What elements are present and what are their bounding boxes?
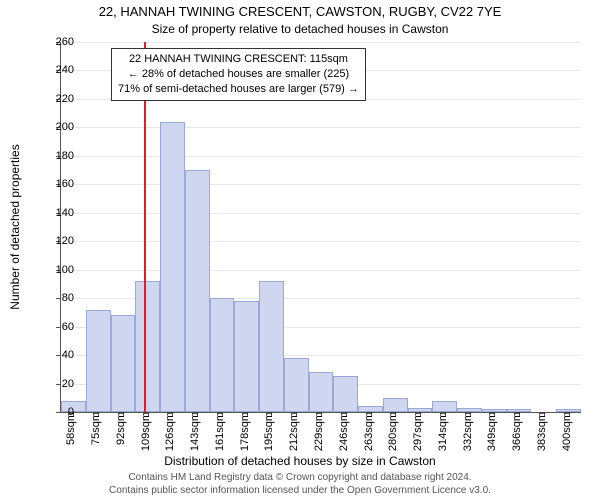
y-tick-label: 60 — [44, 321, 74, 333]
chart-title: 22, HANNAH TWINING CRESCENT, CAWSTON, RU… — [0, 4, 600, 19]
histogram-bar — [309, 372, 334, 412]
gridline — [61, 184, 581, 185]
x-axis-label: Distribution of detached houses by size … — [0, 454, 600, 468]
x-tick-label: 229sqm — [313, 412, 325, 452]
attribution: Contains HM Land Registry data © Crown c… — [0, 472, 600, 497]
plot-area: 58sqm75sqm92sqm109sqm126sqm143sqm161sqm1… — [60, 42, 581, 413]
histogram-bar — [234, 301, 259, 412]
y-tick-label: 0 — [44, 406, 74, 418]
histogram-bar — [432, 401, 457, 412]
y-tick-label: 40 — [44, 349, 74, 361]
x-tick-label: 58sqm — [65, 412, 77, 452]
y-tick-label: 180 — [44, 150, 74, 162]
x-tick-label: 246sqm — [338, 412, 350, 452]
histogram-bar — [135, 281, 160, 412]
x-tick-label: 297sqm — [412, 412, 424, 452]
x-tick-label: 126sqm — [164, 412, 176, 452]
histogram-bar — [284, 358, 309, 412]
info-line-3: 71% of semi-detached houses are larger (… — [118, 82, 359, 97]
histogram-bar — [210, 298, 235, 412]
x-tick-label: 195sqm — [263, 412, 275, 452]
x-tick-label: 161sqm — [214, 412, 226, 452]
y-tick-label: 80 — [44, 292, 74, 304]
x-tick-label: 75sqm — [90, 412, 102, 452]
y-tick-label: 20 — [44, 378, 74, 390]
y-tick-label: 160 — [44, 178, 74, 190]
info-box: 22 HANNAH TWINING CRESCENT: 115sqm ← 28%… — [111, 48, 366, 101]
x-tick-label: 280sqm — [387, 412, 399, 452]
attribution-line-2: Contains public sector information licen… — [0, 485, 600, 498]
histogram-bar — [160, 122, 185, 412]
x-tick-label: 400sqm — [561, 412, 573, 452]
y-tick-label: 260 — [44, 36, 74, 48]
x-tick-label: 212sqm — [288, 412, 300, 452]
gridline — [61, 42, 581, 43]
histogram-bar — [259, 281, 284, 412]
attribution-line-1: Contains HM Land Registry data © Crown c… — [0, 472, 600, 485]
x-tick-label: 143sqm — [189, 412, 201, 452]
y-tick-label: 200 — [44, 121, 74, 133]
y-tick-label: 240 — [44, 64, 74, 76]
gridline — [61, 213, 581, 214]
x-tick-label: 109sqm — [140, 412, 152, 452]
x-tick-label: 349sqm — [486, 412, 498, 452]
chart-subtitle: Size of property relative to detached ho… — [0, 22, 600, 36]
histogram-chart: 22, HANNAH TWINING CRESCENT, CAWSTON, RU… — [0, 0, 600, 500]
x-tick-label: 263sqm — [363, 412, 375, 452]
gridline — [61, 241, 581, 242]
gridline — [61, 127, 581, 128]
info-line-2: ← 28% of detached houses are smaller (22… — [118, 67, 359, 82]
histogram-bar — [383, 398, 408, 412]
gridline — [61, 270, 581, 271]
gridline — [61, 156, 581, 157]
y-tick-label: 140 — [44, 207, 74, 219]
x-tick-label: 366sqm — [511, 412, 523, 452]
x-tick-label: 314sqm — [437, 412, 449, 452]
y-axis-label: Number of detached properties — [8, 144, 22, 309]
histogram-bar — [333, 376, 358, 412]
y-tick-label: 100 — [44, 264, 74, 276]
histogram-bar — [86, 310, 111, 412]
x-tick-label: 383sqm — [536, 412, 548, 452]
x-tick-label: 332sqm — [462, 412, 474, 452]
info-line-1: 22 HANNAH TWINING CRESCENT: 115sqm — [118, 52, 359, 67]
y-tick-label: 220 — [44, 93, 74, 105]
histogram-bar — [111, 315, 136, 412]
x-tick-label: 92sqm — [115, 412, 127, 452]
y-tick-label: 120 — [44, 235, 74, 247]
histogram-bar — [185, 170, 210, 412]
x-tick-label: 178sqm — [239, 412, 251, 452]
